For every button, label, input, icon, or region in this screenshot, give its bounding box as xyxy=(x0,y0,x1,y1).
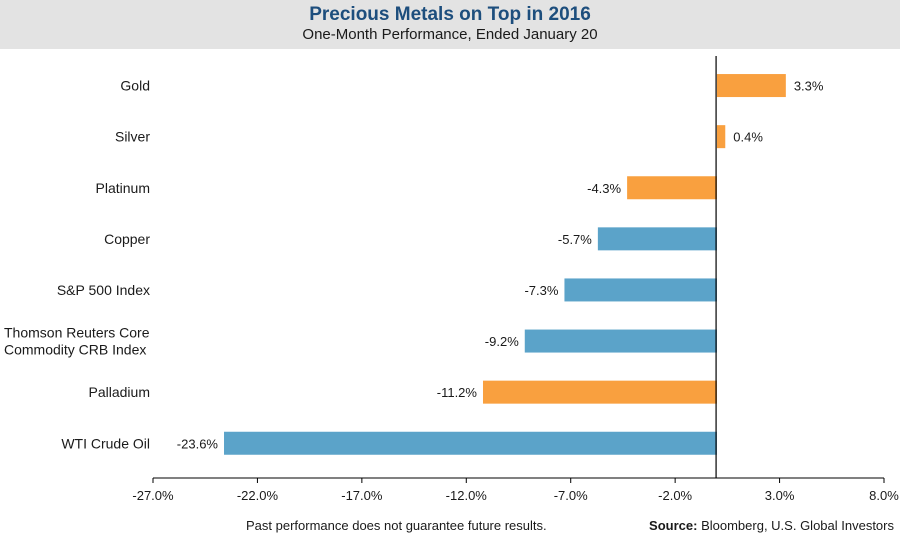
x-tick-label: -12.0% xyxy=(446,488,488,503)
source-note: Source: Bloomberg, U.S. Global Investors xyxy=(649,518,894,533)
data-label: -23.6% xyxy=(177,436,219,451)
x-tick-label: -2.0% xyxy=(658,488,692,503)
bar xyxy=(627,176,717,200)
bar xyxy=(716,74,786,98)
data-label: -11.2% xyxy=(437,385,478,400)
category-label: Silver xyxy=(115,129,150,145)
category-label: Palladium xyxy=(89,384,150,400)
category-label: Platinum xyxy=(96,180,150,196)
bar xyxy=(524,329,717,353)
category-label: Copper xyxy=(104,231,150,247)
bar xyxy=(597,227,717,251)
category-label: Thomson Reuters Core xyxy=(4,325,150,341)
category-label: Gold xyxy=(120,78,150,94)
data-label: -7.3% xyxy=(524,283,558,298)
category-label: Commodity CRB Index xyxy=(4,342,146,358)
data-label: -9.2% xyxy=(485,334,519,349)
data-label: -4.3% xyxy=(587,181,621,196)
x-tick-label: -17.0% xyxy=(341,488,383,503)
x-tick-label: -7.0% xyxy=(554,488,588,503)
data-label: 3.3% xyxy=(794,79,824,94)
source-text: Bloomberg, U.S. Global Investors xyxy=(701,518,894,533)
data-label: -5.7% xyxy=(558,232,592,247)
bar xyxy=(564,278,717,302)
bar xyxy=(716,125,726,149)
x-tick-label: -27.0% xyxy=(132,488,174,503)
bar xyxy=(482,380,717,404)
x-tick-label: -22.0% xyxy=(237,488,279,503)
chart-header: Precious Metals on Top in 2016 One-Month… xyxy=(0,0,900,49)
category-label: S&P 500 Index xyxy=(57,282,150,298)
x-tick-label: 3.0% xyxy=(765,488,795,503)
chart-subtitle: One-Month Performance, Ended January 20 xyxy=(302,26,598,43)
bar xyxy=(224,431,717,455)
category-label: WTI Crude Oil xyxy=(61,435,150,451)
bar-chart: 3.3% Gold 0.4% Silver -4.3% Platinum -5.7% Copp… xyxy=(4,56,899,503)
source-label: Source: xyxy=(649,518,698,533)
x-tick-label: 8.0% xyxy=(869,488,899,503)
chart-title: Precious Metals on Top in 2016 xyxy=(309,4,591,25)
disclaimer-text: Past performance does not guarantee futu… xyxy=(246,518,547,533)
data-label: 0.4% xyxy=(733,130,763,145)
